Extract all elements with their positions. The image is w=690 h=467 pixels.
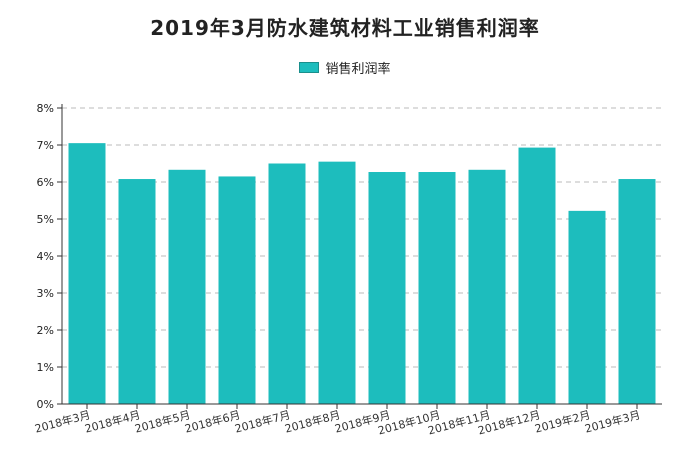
- bar: [618, 179, 656, 404]
- y-tick-label: 2%: [37, 324, 54, 337]
- bar: [318, 161, 356, 404]
- bar: [68, 143, 106, 404]
- y-tick-label: 4%: [37, 250, 54, 263]
- x-tick-label: 2019年2月: [533, 407, 592, 435]
- y-tick-label: 6%: [37, 176, 54, 189]
- bar: [518, 147, 556, 404]
- y-tick-label: 5%: [37, 213, 54, 226]
- legend-swatch: [299, 62, 320, 73]
- bar: [218, 176, 256, 404]
- y-tick-label: 3%: [37, 287, 54, 300]
- x-tick-label: 2018年6月: [183, 407, 242, 435]
- chart-title: 2019年3月防水建筑材料工业销售利润率: [150, 16, 540, 40]
- legend: 销售利润率: [0, 58, 690, 77]
- bar: [468, 169, 506, 404]
- bar: [268, 163, 306, 404]
- x-tick-label: 2018年5月: [133, 407, 192, 435]
- bar: [368, 172, 406, 404]
- bar: [118, 179, 156, 404]
- y-tick-label: 0%: [37, 398, 54, 411]
- x-tick-label: 2018年3月: [33, 407, 92, 435]
- bar: [568, 210, 606, 404]
- y-tick-label: 7%: [37, 139, 54, 152]
- y-tick-label: 1%: [37, 361, 54, 374]
- legend-label: 销售利润率: [325, 62, 391, 77]
- x-tick-label: 2018年7月: [233, 407, 292, 435]
- y-tick-label: 8%: [37, 102, 54, 115]
- x-tick-label: 2018年8月: [283, 407, 342, 435]
- bar: [418, 172, 456, 404]
- x-tick-label: 2019年3月: [583, 407, 642, 435]
- x-tick-label: 2018年4月: [83, 407, 142, 435]
- bar: [168, 169, 206, 404]
